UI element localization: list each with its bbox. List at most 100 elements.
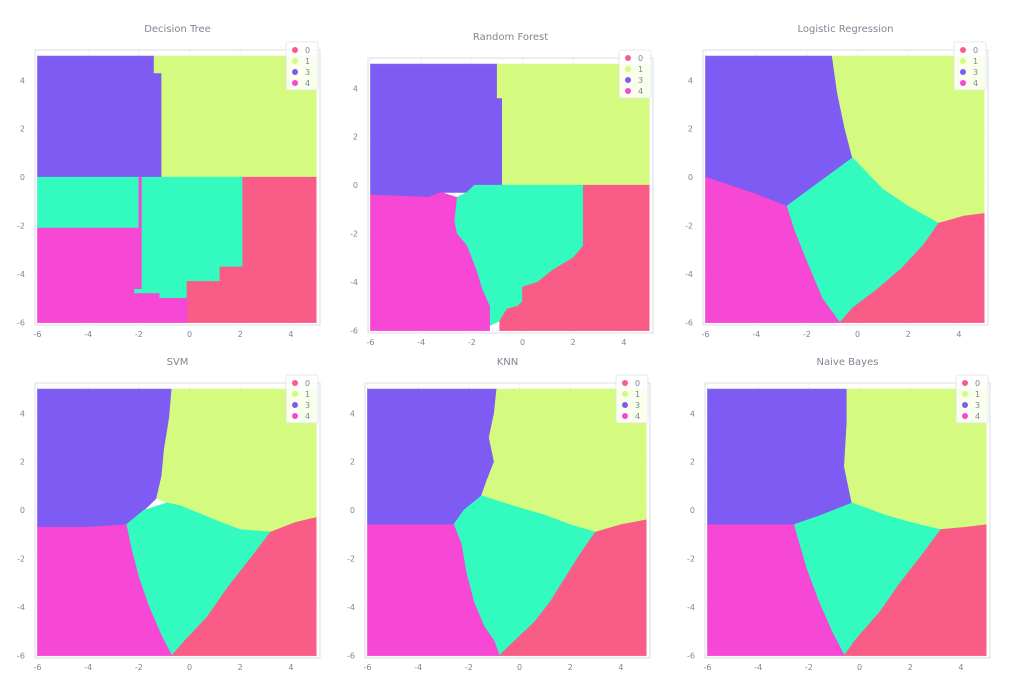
chart-naive-bayes: Naive Bayes -6 -4 -2 0 2 4 -6 -4 -2 0 2 4 0 1 3 4 [670,351,1005,676]
chart-naive-bayes-svg: Naive Bayes -6 -4 -2 0 2 4 -6 -4 -2 0 2 4 0 1 3 4 [687,357,991,672]
region-class-3 [37,55,162,178]
legend-marker [292,80,298,86]
legend-label: 1 [973,57,978,66]
chart-title: Random Forest [473,32,548,43]
x-tick-label: 2 [908,663,913,672]
region-class-2 [37,176,140,229]
x-tick-label: -2 [803,330,811,339]
region-class-4 [367,524,500,656]
region-class-4 [705,176,841,323]
region-class-0 [839,213,985,323]
y-tick-label: 4 [20,76,25,85]
legend-marker [960,47,966,53]
x-tick-label: 4 [958,663,963,672]
x-tick-label: 4 [621,338,626,347]
chart-title: SVM [167,357,189,368]
y-tick-label: -2 [687,555,695,564]
chart-logistic-regression-svg: Logistic Regression -6 -4 -2 0 2 4 -6 -4 -2 0 2 4 0 1 3… [685,24,989,339]
chart-title: Logistic Regression [798,24,894,35]
y-tick-label: -2 [350,230,358,239]
y-tick-label: -2 [347,555,355,564]
y-tick-label: 0 [20,173,25,182]
y-tick-label: -6 [685,319,693,328]
legend-label: 0 [638,54,643,63]
legend-label: 4 [975,412,980,421]
legend-label: 4 [305,412,310,421]
y-tick-label: -2 [685,222,693,231]
y-tick-label: -4 [685,270,693,279]
chart-title: Naive Bayes [817,357,879,368]
y-tick-label: 4 [353,84,358,93]
legend-marker [292,58,298,64]
legend: 0 1 3 4 [955,374,989,424]
chart-knn-svg: KNN -6 -4 -2 0 2 4 -6 -4 -2 0 2 4 0 1 3 4 [347,357,651,672]
region-class-4 [37,176,188,323]
chart-title: KNN [497,357,519,368]
region-class-0 [498,519,647,656]
chart-title: Decision Tree [144,24,211,35]
legend-marker [292,47,298,53]
legend-label: 1 [305,57,310,66]
x-tick-label: -6 [367,338,375,347]
legend-box [615,374,649,424]
legend-label: 3 [635,401,640,410]
region-class-3 [707,388,853,525]
x-tick-label: -4 [414,663,422,672]
legend-box [285,374,319,424]
legend-marker [625,66,631,72]
x-tick-label: 2 [238,663,243,672]
legend-box [955,374,989,424]
legend-box [953,41,987,91]
y-tick-label: 2 [690,458,695,467]
y-tick-label: 2 [350,458,355,467]
y-tick-label: -2 [17,222,25,231]
x-tick-label: 0 [520,338,525,347]
legend-label: 1 [975,390,980,399]
legend-marker [962,391,968,397]
chart-logistic-regression: Logistic Regression -6 -4 -2 0 2 4 -6 -4 -2 0 2 4 0 1 3… [668,18,1003,343]
y-tick-label: 4 [688,76,693,85]
region-class-4 [707,524,845,656]
y-tick-label: -6 [17,652,25,661]
y-tick-label: -6 [17,319,25,328]
x-tick-label: -2 [805,663,813,672]
plot-area [702,49,989,326]
legend-label: 4 [635,412,640,421]
chart-decision-tree-svg: Decision Tree -6 -4 -2 0 2 4 -6 -4 -2 0 2 4 0 1 3 4 [17,24,321,339]
chart-random-forest: Random Forest -6 -4 -2 0 2 4 -6 -4 -2 0 2 4 0 1 3 4 [333,26,668,351]
legend-label: 1 [635,390,640,399]
legend-marker [622,380,628,386]
x-tick-label: 0 [187,663,192,672]
legend-label: 3 [973,68,978,77]
x-tick-label: -6 [702,330,710,339]
x-tick-label: -6 [34,330,42,339]
legend-box [285,41,319,91]
legend-label: 0 [975,379,980,388]
legend-box [618,49,652,99]
plot-area [367,57,654,334]
x-tick-label: -6 [34,663,42,672]
legend-marker [625,55,631,61]
legend-label: 0 [305,379,310,388]
legend: 0 1 3 4 [618,49,652,99]
legend-label: 4 [973,79,978,88]
x-tick-label: 0 [517,663,522,672]
x-tick-label: -4 [84,330,92,339]
region-class-0 [843,524,987,656]
legend-marker [962,402,968,408]
legend-marker [960,69,966,75]
y-tick-label: 4 [690,409,695,418]
plot-area [364,382,651,659]
y-tick-label: 0 [350,506,355,515]
legend-marker [625,77,631,83]
y-tick-label: -4 [347,603,355,612]
region-class-3 [370,63,503,198]
chart-knn: KNN -6 -4 -2 0 2 4 -6 -4 -2 0 2 4 0 1 3 4 [330,351,665,676]
x-tick-label: 0 [187,330,192,339]
chart-svm-svg: SVM -6 -4 -2 0 2 4 -6 -4 -2 0 2 4 0 1 3 4 [17,357,321,672]
y-tick-label: -6 [350,327,358,336]
x-tick-label: -6 [364,663,372,672]
x-tick-label: 0 [855,330,860,339]
y-tick-label: -4 [350,278,358,287]
legend-label: 3 [305,401,310,410]
